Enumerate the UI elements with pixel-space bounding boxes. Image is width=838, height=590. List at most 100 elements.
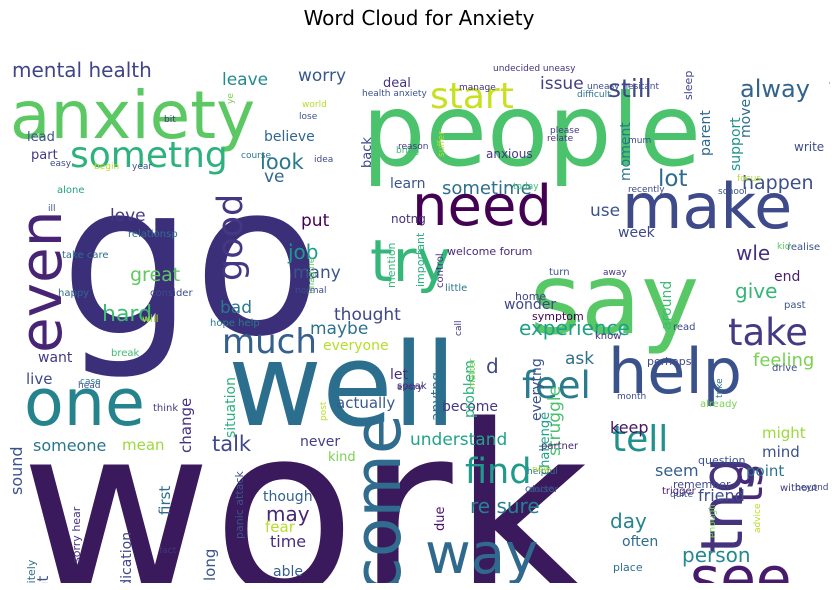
cloud-word-normal: normal bbox=[295, 286, 327, 296]
cloud-word-great: great bbox=[130, 264, 180, 286]
cloud-word-way: way bbox=[425, 522, 538, 583]
cloud-word-find: find bbox=[465, 452, 531, 492]
cloud-word-focus: focus bbox=[737, 174, 761, 184]
cloud-word-year: year bbox=[132, 162, 152, 172]
cloud-word-call: call bbox=[454, 321, 464, 336]
cloud-word-everytng: everytng bbox=[529, 358, 545, 421]
cloud-word-feeling: feeling bbox=[753, 350, 814, 371]
cloud-word-believe: believe bbox=[264, 129, 315, 145]
cloud-word-wonder: wonder bbox=[504, 297, 556, 313]
cloud-word-deal: deal bbox=[383, 76, 411, 91]
cloud-word-mean: mean bbox=[122, 436, 165, 454]
cloud-word-come: come bbox=[341, 414, 416, 583]
cloud-word-ye: ye bbox=[226, 93, 236, 104]
cloud-word-panic-attack: panic attack bbox=[233, 471, 246, 539]
cloud-word-leave: leave bbox=[222, 70, 268, 90]
cloud-word-please: please bbox=[550, 126, 580, 136]
cloud-word-easy: easy bbox=[50, 159, 72, 169]
cloud-word-happen: happen bbox=[742, 172, 814, 194]
cloud-word-first: first bbox=[156, 486, 174, 515]
cloud-word-past: past bbox=[784, 300, 806, 311]
cloud-word-anxious: anxious bbox=[486, 147, 533, 161]
cloud-word-bit: bit bbox=[164, 115, 176, 125]
cloud-word-today: today bbox=[513, 182, 539, 192]
cloud-word-ve: ve bbox=[264, 167, 285, 187]
cloud-word-actually: actually bbox=[336, 394, 395, 412]
cloud-word-worry: worry bbox=[298, 66, 346, 86]
cloud-word-due: due bbox=[433, 507, 448, 532]
cloud-word-little: little bbox=[445, 283, 467, 294]
cloud-word-give: give bbox=[735, 279, 777, 303]
cloud-word-mum: mum bbox=[628, 136, 651, 146]
cloud-word-try: try bbox=[370, 227, 451, 295]
cloud-word-even: even bbox=[10, 211, 75, 353]
cloud-word-difficult: difficult bbox=[577, 90, 611, 100]
cloud-word-lead: lead bbox=[27, 130, 55, 145]
cloud-word-anytng: anytng bbox=[429, 372, 445, 421]
cloud-word-wle: wle bbox=[736, 241, 770, 265]
cloud-word-fact: fact bbox=[159, 546, 177, 556]
cloud-word-month: month bbox=[617, 392, 646, 402]
cloud-word-suffer: suffer bbox=[437, 131, 447, 157]
cloud-word-point: point bbox=[746, 462, 784, 480]
cloud-word-enough: enough bbox=[708, 504, 718, 538]
cloud-word-long: long bbox=[201, 549, 219, 581]
cloud-word-want: want bbox=[38, 350, 73, 366]
cloud-word-person: person bbox=[682, 543, 751, 567]
cloud-word-parent: parent bbox=[698, 110, 714, 156]
cloud-word-symptom: symptom bbox=[532, 310, 584, 323]
cloud-word-often: often bbox=[622, 534, 658, 550]
cloud-word-hope: hope bbox=[463, 580, 503, 583]
cloud-word-consider: consider bbox=[150, 288, 193, 299]
cloud-word-much: much bbox=[222, 322, 317, 362]
cloud-word-moment: moment bbox=[618, 122, 634, 181]
chart-title: Word Cloud for Anxiety bbox=[303, 6, 535, 30]
cloud-word-maybe: maybe bbox=[310, 319, 368, 339]
cloud-word-know: know bbox=[595, 331, 621, 342]
cloud-word-helpful: helpful bbox=[527, 467, 558, 477]
cloud-word-matter: matter bbox=[468, 358, 478, 389]
cloud-word-need: need bbox=[412, 174, 552, 239]
cloud-word-recently: recently bbox=[628, 185, 665, 195]
cloud-word-head: head bbox=[78, 381, 100, 391]
cloud-word-without: without bbox=[780, 483, 818, 494]
cloud-word-drive: drive bbox=[772, 363, 797, 374]
cloud-word-trigger: trigger bbox=[662, 486, 697, 497]
cloud-word-job: job bbox=[287, 240, 319, 264]
cloud-word-d: d bbox=[486, 354, 499, 378]
cloud-word-control: control bbox=[435, 253, 446, 288]
cloud-word-kind: kind bbox=[328, 450, 356, 465]
cloud-word-mention: mention bbox=[385, 242, 398, 288]
cloud-word-hard: hard bbox=[102, 302, 152, 327]
cloud-word-case: case bbox=[80, 377, 101, 387]
cloud-word-realise: realise bbox=[787, 242, 820, 253]
word-cloud: work go people say well anxiety make help need ev… bbox=[10, 33, 830, 583]
cloud-word-end: end bbox=[774, 269, 800, 285]
cloud-word-around: around bbox=[659, 281, 675, 330]
cloud-word-situation: situation bbox=[223, 377, 239, 438]
cloud-word-time: time bbox=[270, 532, 306, 551]
cloud-word-lose: lose bbox=[299, 112, 318, 122]
cloud-word-notng: notng bbox=[391, 212, 426, 226]
cloud-word-sound: sound bbox=[10, 446, 26, 495]
cloud-word-live: live bbox=[26, 370, 52, 388]
cloud-word-look: look bbox=[260, 150, 305, 174]
cloud-word-help: help bbox=[608, 335, 742, 408]
cloud-word-kid: kid bbox=[777, 242, 790, 252]
cloud-word-experience: experience bbox=[519, 316, 630, 340]
cloud-word-beyond-blue: beyond blue bbox=[795, 483, 830, 493]
cloud-word-question: question bbox=[698, 454, 746, 467]
cloud-word-sometime: sometime bbox=[442, 178, 532, 199]
cloud-word-bad: bad bbox=[220, 298, 252, 318]
cloud-word-struggle: struggle bbox=[545, 386, 565, 456]
cloud-word-stop: stop bbox=[590, 582, 620, 583]
cloud-word-take-care: take care bbox=[62, 250, 108, 261]
cloud-word-sleep: sleep bbox=[682, 71, 695, 100]
cloud-word-might: might bbox=[762, 424, 806, 442]
cloud-word-support: support bbox=[728, 117, 744, 171]
cloud-word-say: say bbox=[530, 243, 699, 357]
cloud-word-think: think bbox=[153, 403, 178, 414]
cloud-word-alone: alone bbox=[57, 185, 85, 196]
cloud-word-medication: medication bbox=[119, 532, 135, 583]
cloud-word-new: new bbox=[532, 465, 551, 475]
